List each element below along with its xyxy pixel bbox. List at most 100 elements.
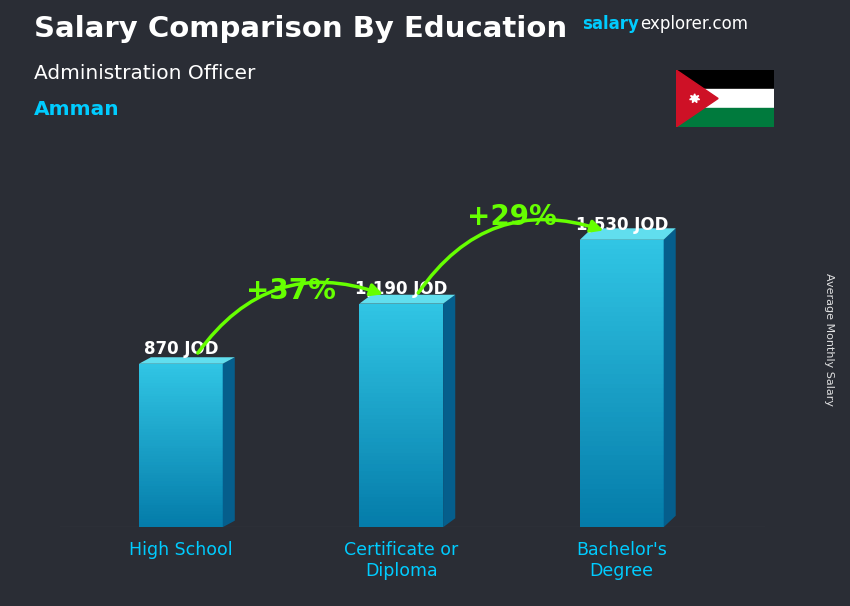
Polygon shape	[139, 358, 235, 364]
Bar	[139, 489, 223, 492]
Bar	[580, 316, 664, 321]
Bar	[139, 494, 223, 498]
Bar	[139, 478, 223, 481]
Bar	[139, 519, 223, 522]
Bar	[580, 455, 664, 460]
Text: Administration Officer: Administration Officer	[34, 64, 255, 82]
Bar	[360, 315, 443, 319]
Bar	[580, 407, 664, 412]
Bar	[360, 404, 443, 408]
Bar	[139, 369, 223, 372]
Bar	[139, 402, 223, 405]
Bar	[676, 108, 774, 127]
Bar	[580, 518, 664, 522]
Bar	[580, 350, 664, 355]
Bar	[580, 268, 664, 273]
Text: 1,190 JOD: 1,190 JOD	[355, 280, 447, 298]
Text: explorer.com: explorer.com	[640, 15, 748, 33]
Bar	[139, 432, 223, 435]
Bar	[580, 412, 664, 417]
Bar	[139, 372, 223, 375]
Bar	[139, 367, 223, 369]
Bar	[139, 456, 223, 459]
Bar	[580, 451, 664, 455]
Bar	[580, 522, 664, 527]
Bar	[139, 500, 223, 503]
Bar	[676, 89, 774, 108]
Bar	[139, 380, 223, 383]
Bar	[580, 307, 664, 311]
Bar	[580, 240, 664, 245]
Bar	[580, 393, 664, 398]
Bar	[139, 470, 223, 473]
Bar	[360, 482, 443, 486]
Bar	[360, 475, 443, 479]
Bar	[580, 336, 664, 341]
Bar	[580, 364, 664, 369]
Bar	[580, 460, 664, 465]
Text: +29%: +29%	[467, 203, 557, 231]
Bar	[360, 367, 443, 371]
Bar	[360, 393, 443, 397]
Bar	[580, 259, 664, 264]
Bar	[139, 435, 223, 438]
Bar	[139, 413, 223, 416]
Bar	[360, 449, 443, 453]
Bar	[580, 503, 664, 508]
Bar	[360, 397, 443, 401]
Bar	[580, 494, 664, 499]
Bar	[139, 394, 223, 396]
Bar	[360, 416, 443, 419]
Bar	[139, 508, 223, 511]
Bar	[360, 456, 443, 460]
Bar	[580, 355, 664, 359]
Bar	[580, 470, 664, 474]
Bar	[360, 341, 443, 345]
Bar	[360, 508, 443, 512]
Bar	[580, 345, 664, 350]
Bar	[139, 467, 223, 470]
Bar	[360, 498, 443, 501]
Polygon shape	[689, 94, 700, 102]
Bar	[139, 418, 223, 421]
Bar	[360, 359, 443, 363]
Bar	[360, 512, 443, 516]
Bar	[139, 465, 223, 467]
Text: 1,530 JOD: 1,530 JOD	[575, 216, 668, 234]
Bar	[580, 508, 664, 513]
Bar	[139, 487, 223, 489]
Bar	[580, 384, 664, 388]
Bar	[360, 516, 443, 520]
Bar	[580, 293, 664, 298]
Bar	[580, 402, 664, 407]
Bar	[139, 396, 223, 399]
Bar	[580, 278, 664, 283]
Bar	[580, 311, 664, 316]
Bar	[139, 416, 223, 418]
Bar	[580, 254, 664, 259]
Text: Salary Comparison By Education: Salary Comparison By Education	[34, 15, 567, 43]
Bar	[580, 331, 664, 336]
Text: +37%: +37%	[246, 276, 336, 305]
Bar	[360, 460, 443, 464]
Bar	[360, 524, 443, 527]
Bar	[360, 401, 443, 404]
Bar	[139, 388, 223, 391]
Bar	[139, 498, 223, 500]
Bar	[360, 333, 443, 337]
Bar	[360, 356, 443, 359]
Bar	[139, 405, 223, 407]
Bar	[139, 427, 223, 429]
Bar	[360, 468, 443, 471]
Bar	[360, 490, 443, 494]
Bar	[139, 438, 223, 440]
Bar	[360, 345, 443, 348]
Text: salary: salary	[582, 15, 639, 33]
Bar	[360, 352, 443, 356]
Bar	[139, 492, 223, 494]
Bar	[580, 427, 664, 431]
Bar	[580, 359, 664, 364]
Bar	[360, 348, 443, 352]
Text: Average Monthly Salary: Average Monthly Salary	[824, 273, 834, 406]
Bar	[139, 462, 223, 465]
